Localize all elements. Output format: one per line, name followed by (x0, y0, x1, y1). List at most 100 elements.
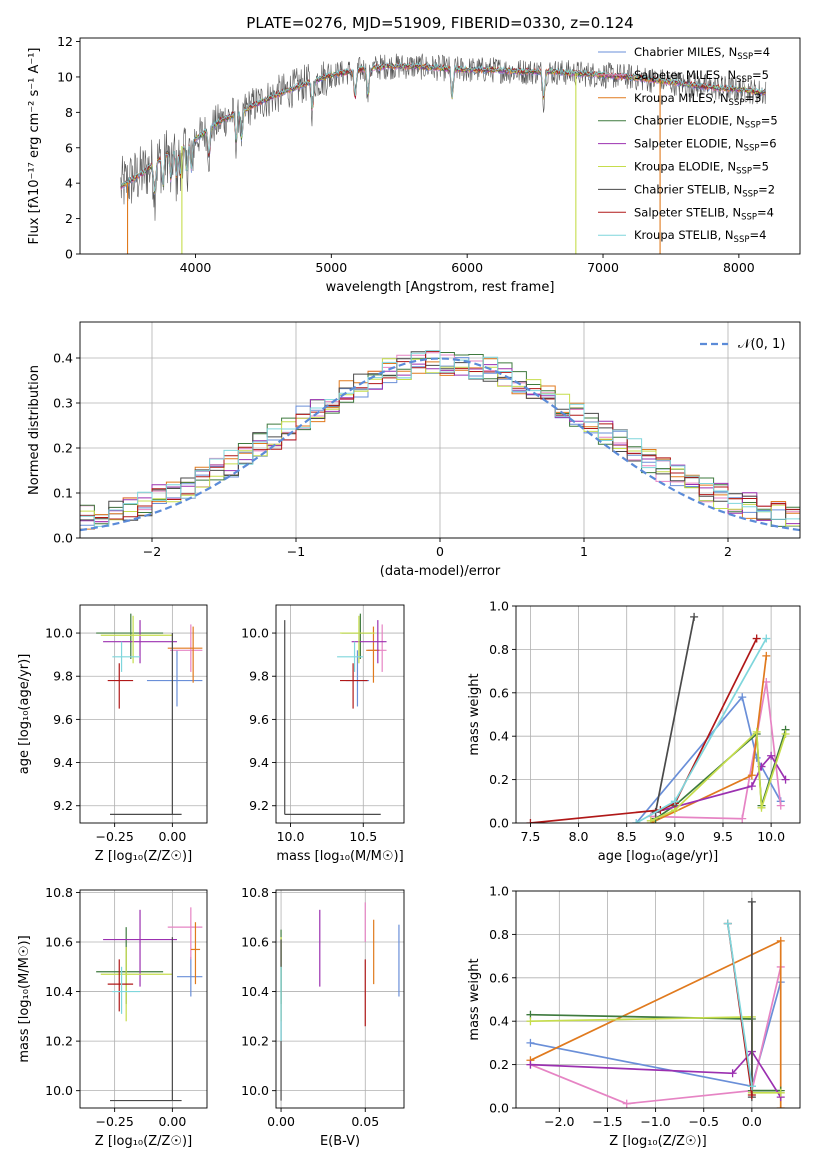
x-tick-label: 0.0 (742, 1114, 762, 1129)
model-spectrum-line (120, 61, 766, 192)
weight-marker (747, 1090, 756, 1099)
weight-marker (526, 1038, 535, 1047)
y-tick-label: 9.8 (249, 669, 269, 684)
y-tick-label: 10.0 (241, 626, 269, 641)
x-tick-label: 8.5 (617, 829, 637, 844)
y-tick-label: 10.2 (241, 1034, 269, 1049)
weight-marker (738, 814, 747, 823)
age_vs_Z-plot-area (96, 613, 203, 815)
legend-label: Kroupa ELODIE, NSSP=5 (634, 160, 769, 177)
spectrum-ylabel: Flux [fλ10⁻¹⁷ erg cm⁻² s⁻¹ A⁻¹] (27, 48, 42, 245)
legend-label: Kroupa MILES, NSSP=3 (634, 91, 761, 108)
legend-label: 𝒩(0, 1) (738, 337, 785, 352)
weight-marker (781, 775, 790, 784)
errorbar-point (96, 927, 164, 1004)
legend-label: Chabrier STELIB, NSSP=2 (634, 182, 775, 199)
y-tick-label: 9.4 (53, 755, 73, 770)
y-tick-label: 10.0 (241, 1083, 269, 1098)
normal-curve (80, 357, 800, 532)
x-tick-label: −2.0 (544, 1114, 574, 1129)
age_vs_mass-grid (276, 605, 404, 823)
x-tick-label: −0.25 (95, 829, 133, 844)
weight-marker (723, 919, 732, 928)
errorbar-point (107, 663, 134, 709)
residuals-frame (79, 321, 801, 539)
y-tick-label: 1.0 (489, 884, 509, 899)
weight-marker (728, 1069, 737, 1078)
legend-label: Salpeter STELIB, NSSP=4 (634, 205, 774, 222)
weight-series (723, 919, 756, 1091)
legend-label: Chabrier MILES, NSSP=4 (634, 45, 770, 62)
weight_vs_age-ylabel: mass weight (467, 673, 482, 755)
errorbar-point (103, 909, 177, 987)
y-tick-label: 10.4 (241, 984, 269, 999)
age_vs_Z-xlabel: Z [log₁₀(Z/Z☉)] (95, 849, 192, 864)
weight-series-line (530, 638, 758, 823)
age_vs_mass-xlabel: mass [log₁₀(M/M☉)] (276, 849, 403, 864)
mass_vs_Z-ylabel: mass [log₁₀(M/M☉)] (17, 935, 32, 1062)
spectrum-legend: Chabrier MILES, NSSP=4 Salpeter MILES, NS… (598, 45, 778, 245)
age_vs_mass-panel: 10.0 10.5 9.2 9.4 9.6 9.8 10.0 mass [log₁₀(M/M☉… (241, 604, 405, 864)
age_vs_mass-frame (275, 604, 405, 824)
weight-marker (670, 797, 679, 806)
y-tick-label: 12 (57, 34, 73, 49)
mass_vs_Z-xlabel: Z [log₁₀(Z/Z☉)] (95, 1134, 192, 1149)
weight-marker (776, 1088, 785, 1097)
weight-series-line (530, 1050, 782, 1098)
y-tick-label: 9.8 (53, 669, 73, 684)
mass_vs_ebv-frame (275, 889, 405, 1109)
spectrum-plot-area (120, 53, 767, 254)
x-tick-label: 10.5 (349, 829, 377, 844)
weight-marker (752, 634, 761, 643)
errorbar-point (341, 613, 372, 659)
spectrum-frame (79, 37, 801, 255)
age_vs_Z-frame (79, 604, 208, 824)
residuals-ylabel: Normed distribution (27, 365, 42, 495)
weight_vs_age-xlabel: age [log₁₀(age/yr)] (598, 849, 719, 864)
y-tick-label: 9.6 (249, 712, 269, 727)
weight-series-line (530, 966, 782, 1105)
weight-series-line (726, 923, 753, 1087)
mass_vs_ebv-xlabel: E(B-V) (320, 1134, 360, 1149)
y-tick-label: 9.2 (53, 798, 73, 813)
y-tick-label: 10 (57, 69, 73, 84)
y-tick-label: 0.0 (489, 1101, 509, 1116)
x-tick-label: −1 (287, 544, 305, 559)
weight_vs_Z-frame (515, 890, 801, 1109)
y-tick-label: 1.0 (489, 599, 509, 614)
weight-marker (646, 816, 655, 823)
weight-marker (747, 897, 756, 906)
y-tick-label: 0.1 (53, 486, 73, 501)
weight_vs_age-frame (515, 605, 801, 824)
weight-series (526, 634, 761, 823)
x-tick-label: −1.5 (592, 1114, 622, 1129)
x-tick-label: 10.0 (277, 829, 305, 844)
mass_vs_Z-frame (79, 889, 208, 1109)
weight-marker (767, 751, 776, 760)
errorbar-point (337, 641, 364, 672)
y-tick-label: 0 (65, 247, 73, 262)
y-tick-label: 0.2 (489, 1057, 509, 1072)
y-tick-label: 10.4 (45, 984, 73, 999)
weight_vs_Z-xlabel: Z [log₁₀(Z/Z☉)] (609, 1134, 706, 1149)
observed-spectrum-line (120, 53, 767, 221)
errorbar-point (110, 633, 182, 815)
y-tick-label: 0.8 (489, 927, 509, 942)
weight-marker (738, 693, 747, 702)
weight-marker (757, 803, 766, 812)
errorbar-point (340, 615, 375, 664)
errorbar-point (96, 613, 164, 659)
y-tick-label: 10.6 (45, 935, 73, 950)
x-tick-label: −0.5 (689, 1114, 719, 1129)
mass_vs_ebv-plot-area (280, 902, 400, 1101)
age_vs_Z-grid (80, 605, 207, 823)
weight-marker (526, 1060, 535, 1069)
x-tick-label: 0.00 (158, 829, 186, 844)
errorbar-point (112, 641, 141, 672)
x-tick-label: −2 (143, 544, 161, 559)
errorbar-point (284, 620, 381, 815)
errorbar-point (345, 650, 370, 707)
y-tick-label: 10.6 (241, 935, 269, 950)
weight-marker (752, 727, 761, 736)
